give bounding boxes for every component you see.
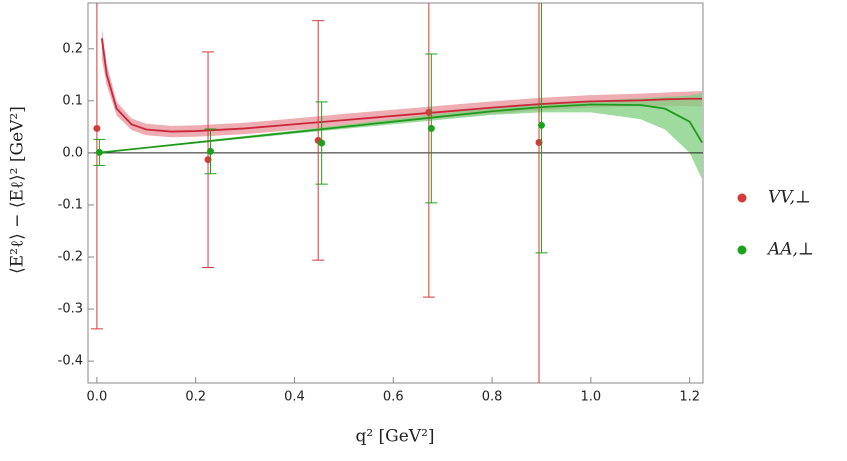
plot-area (88, 3, 703, 383)
x-tick-label: 0.4 (284, 390, 305, 405)
x-tick-label: 1.2 (679, 390, 700, 405)
legend-marker (737, 193, 747, 203)
x-tick-label: 0.2 (185, 390, 206, 405)
x-tick-label: 0.0 (87, 390, 108, 405)
y-tick-label: -0.3 (58, 302, 83, 317)
point (425, 108, 433, 116)
x-tick-label: 0.8 (482, 390, 503, 405)
legend-marker (737, 245, 747, 255)
point (95, 148, 103, 156)
uncertainty-band (96, 93, 703, 179)
point (318, 139, 326, 147)
point (535, 139, 543, 147)
y-tick-label: 0.0 (62, 145, 83, 160)
y-axis-label: ⟨E²ℓ⟩ − ⟨Eℓ⟩² [GeV²] (8, 106, 28, 274)
legend-label: AA,⊥ (766, 240, 814, 260)
x-tick-label: 1.0 (581, 390, 602, 405)
y-tick-label: 0.1 (62, 93, 83, 108)
legend-label: VV,⊥ (768, 188, 811, 208)
curve (100, 38, 703, 133)
x-tick-label: 0.6 (383, 390, 404, 405)
plot-frame (87, 2, 704, 384)
x-axis-label: q² [GeV²] (355, 427, 434, 447)
y-tick-label: -0.1 (58, 197, 83, 212)
point (207, 147, 215, 155)
y-tick-label: -0.2 (58, 250, 83, 265)
point (93, 124, 101, 132)
point (204, 156, 212, 164)
point (537, 121, 545, 129)
y-tick-label: 0.2 (62, 41, 83, 56)
point (427, 124, 435, 132)
y-tick-label: -0.4 (58, 354, 83, 369)
